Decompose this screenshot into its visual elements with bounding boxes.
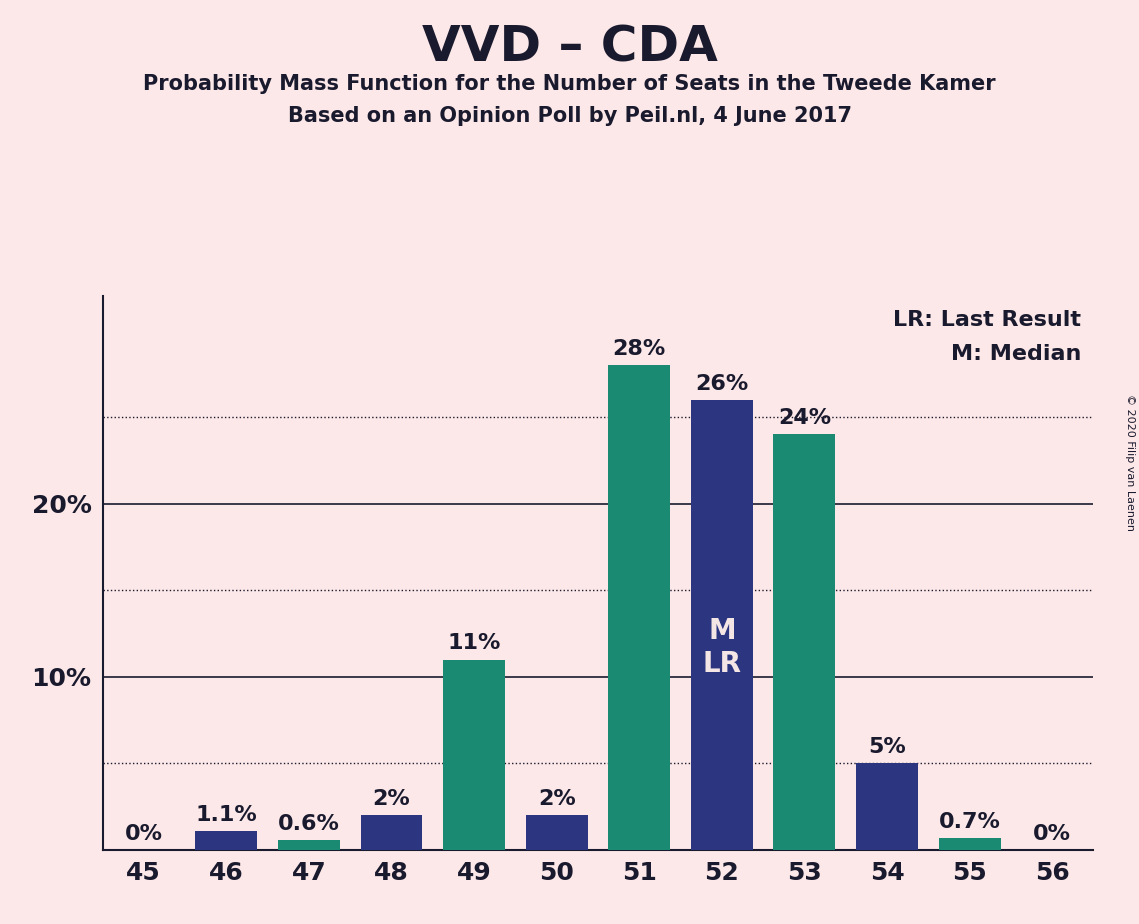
Bar (608, 365, 670, 850)
Bar (361, 816, 423, 850)
Bar (939, 838, 1000, 850)
Text: 0.7%: 0.7% (939, 812, 1000, 832)
Text: 5%: 5% (868, 737, 906, 758)
Text: © 2020 Filip van Laenen: © 2020 Filip van Laenen (1125, 394, 1134, 530)
Bar (691, 399, 753, 850)
Bar (773, 434, 835, 850)
Text: 28%: 28% (613, 339, 666, 359)
Bar (278, 840, 339, 850)
Text: M: Median: M: Median (951, 345, 1081, 364)
Text: 2%: 2% (538, 789, 575, 809)
Text: 1.1%: 1.1% (196, 805, 257, 825)
Text: Probability Mass Function for the Number of Seats in the Tweede Kamer: Probability Mass Function for the Number… (144, 74, 995, 94)
Text: VVD – CDA: VVD – CDA (421, 23, 718, 71)
Bar (857, 763, 918, 850)
Text: 26%: 26% (695, 373, 748, 394)
Bar (526, 816, 588, 850)
Text: 0%: 0% (125, 824, 163, 844)
Bar (443, 660, 505, 850)
Text: Based on an Opinion Poll by Peil.nl, 4 June 2017: Based on an Opinion Poll by Peil.nl, 4 J… (287, 106, 852, 127)
Text: 0%: 0% (1033, 824, 1071, 844)
Text: 24%: 24% (778, 408, 831, 428)
Text: 2%: 2% (372, 789, 410, 809)
Text: M
LR: M LR (703, 617, 741, 677)
Text: 0.6%: 0.6% (278, 814, 339, 833)
Text: 11%: 11% (448, 634, 501, 653)
Text: LR: Last Result: LR: Last Result (893, 310, 1081, 330)
Bar (196, 831, 257, 850)
